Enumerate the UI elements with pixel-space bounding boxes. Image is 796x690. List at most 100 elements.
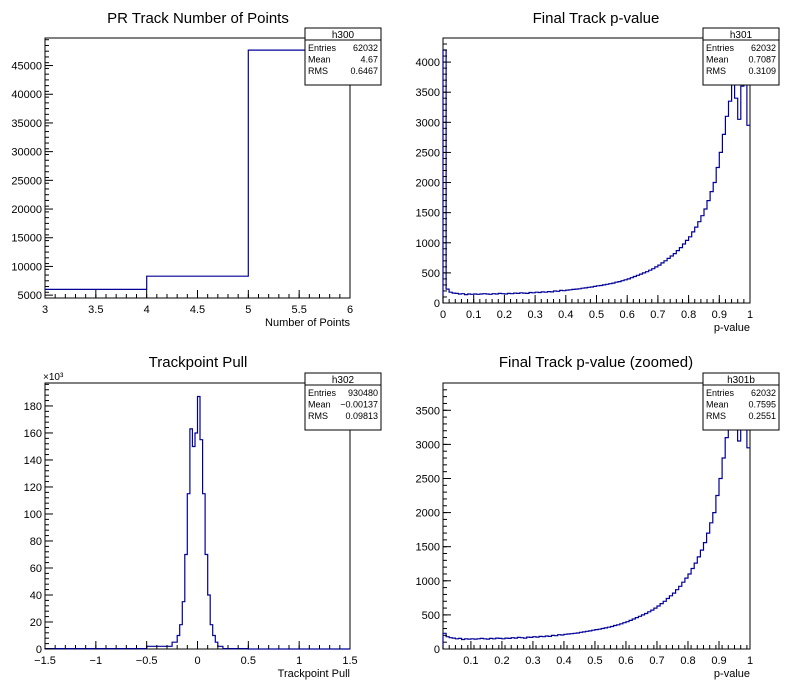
y-tick-label: 2000 bbox=[416, 508, 440, 520]
plot-frame bbox=[442, 382, 751, 650]
x-tick-label: 0.7 bbox=[649, 655, 664, 667]
stats-box-name: h302 bbox=[332, 375, 355, 386]
y-tick-label: 3000 bbox=[416, 439, 440, 451]
x-tick-label: 0.4 bbox=[556, 655, 571, 667]
x-tick-label: 1 bbox=[747, 309, 753, 321]
stats-box-name: h301 bbox=[730, 30, 753, 41]
x-tick-label: −1.5 bbox=[34, 655, 56, 667]
histogram-line bbox=[442, 49, 750, 303]
stats-row-value: 930480 bbox=[348, 388, 378, 398]
x-tick-label: 0.5 bbox=[589, 309, 604, 321]
x-tick-label: 0.2 bbox=[497, 309, 512, 321]
x-tick-label: −1 bbox=[90, 655, 103, 667]
stats-row-value: 62032 bbox=[751, 388, 776, 398]
histogram-line bbox=[44, 395, 350, 650]
x-axis-label: Trackpoint Pull bbox=[278, 668, 350, 680]
y-tick-label: 180 bbox=[24, 401, 42, 413]
stats-box-frame bbox=[702, 27, 780, 86]
stats-box: h301b Entries 62032 Mean 0.7595 RMS 0.2551 bbox=[702, 372, 780, 431]
y-tick-label: 3500 bbox=[416, 405, 440, 417]
y-tick-label: 3000 bbox=[416, 117, 440, 129]
y-tick-label: 1500 bbox=[416, 542, 440, 554]
stats-box-frame bbox=[702, 372, 780, 431]
stats-row-value: 4.67 bbox=[360, 55, 378, 65]
x-tick-label: 1.5 bbox=[342, 655, 357, 667]
y-tick-label: 0 bbox=[36, 644, 42, 656]
stats-row-key: RMS bbox=[308, 411, 328, 421]
y-tick-label: 0 bbox=[434, 298, 440, 310]
x-tick-label: −0.5 bbox=[136, 655, 158, 667]
stats-row-value: 0.3109 bbox=[748, 66, 776, 76]
histogram-pad: Trackpoint Pull −1.5 −1 −0.5 0 0.5 1 1.5 0 20 40 60… bbox=[24, 354, 382, 680]
y-tick-label: 160 bbox=[24, 428, 42, 440]
histogram-pad: PR Track Number of Points 3 3.5 4 4.5 5 5.5 6 50… bbox=[11, 10, 382, 329]
x-axis-label: p-value bbox=[714, 668, 750, 680]
stats-row-key: Entries bbox=[308, 43, 337, 53]
chart-title: Final Track p-value (zoomed) bbox=[499, 354, 693, 371]
stats-row-key: RMS bbox=[308, 66, 328, 76]
y-tick-label: 60 bbox=[30, 563, 42, 575]
stats-box-frame bbox=[304, 27, 382, 86]
stats-row-key: Entries bbox=[308, 388, 337, 398]
y-tick-label: 140 bbox=[24, 455, 42, 467]
x-tick-label: 0.5 bbox=[241, 655, 256, 667]
x-tick-label: 0.9 bbox=[711, 655, 726, 667]
stats-row-value: 0.2551 bbox=[748, 411, 776, 421]
y-tick-label: 5000 bbox=[18, 290, 42, 302]
y-exponent-label: ×10³ bbox=[43, 372, 64, 383]
x-tick-label: 0.1 bbox=[463, 655, 478, 667]
x-tick-label: 0.2 bbox=[494, 655, 509, 667]
x-tick-label: 0.9 bbox=[712, 309, 727, 321]
x-tick-label: 3.5 bbox=[88, 304, 103, 316]
stats-box: h301 Entries 62032 Mean 0.7087 RMS 0.3109 bbox=[702, 27, 780, 86]
y-tick-label: 1000 bbox=[416, 238, 440, 250]
stats-box-name: h301b bbox=[727, 375, 755, 386]
y-tick-label: 2500 bbox=[416, 147, 440, 159]
x-tick-label: 4 bbox=[144, 304, 150, 316]
y-tick-label: 100 bbox=[24, 509, 42, 521]
stats-row-key: Entries bbox=[706, 43, 735, 53]
stats-row-value: 62032 bbox=[751, 43, 776, 53]
y-tick-label: 20000 bbox=[11, 204, 42, 216]
y-tick-label: 40 bbox=[30, 590, 42, 602]
histogram-pad: Final Track p-value (zoomed) 0.1 0.2 0.3 0.4… bbox=[416, 354, 780, 680]
y-tick-label: 4000 bbox=[416, 57, 440, 69]
histogram-line bbox=[442, 385, 750, 649]
x-axis-label: p-value bbox=[714, 322, 750, 334]
stats-row-key: Entries bbox=[706, 388, 735, 398]
y-tick-label: 1500 bbox=[416, 208, 440, 220]
x-tick-label: 0.7 bbox=[650, 309, 665, 321]
stats-row-value: −0.00137 bbox=[340, 400, 378, 410]
stats-box: h300 Entries 62032 Mean 4.67 RMS 0.6467 bbox=[304, 27, 382, 86]
x-tick-label: 0.4 bbox=[558, 309, 573, 321]
x-tick-label: 3 bbox=[42, 304, 48, 316]
x-tick-label: 5 bbox=[245, 304, 251, 316]
x-tick-label: 0.8 bbox=[681, 309, 696, 321]
stats-row-key: Mean bbox=[308, 400, 331, 410]
x-tick-label: 0.1 bbox=[466, 309, 481, 321]
chart-title: Trackpoint Pull bbox=[149, 354, 248, 371]
x-tick-label: 4.5 bbox=[190, 304, 205, 316]
y-tick-label: 45000 bbox=[11, 61, 42, 73]
y-tick-label: 25000 bbox=[11, 175, 42, 187]
y-tick-label: 80 bbox=[30, 536, 42, 548]
stats-row-key: Mean bbox=[706, 55, 729, 65]
stats-row-key: Mean bbox=[308, 55, 331, 65]
x-tick-label: 5.5 bbox=[292, 304, 307, 316]
stats-row-value: 0.6467 bbox=[350, 66, 378, 76]
y-tick-label: 500 bbox=[422, 268, 440, 280]
y-tick-label: 40000 bbox=[11, 89, 42, 101]
chart-title: Final Track p-value bbox=[533, 10, 660, 27]
histogram-line bbox=[45, 49, 350, 290]
stats-box-frame bbox=[304, 372, 382, 431]
stats-box-name: h300 bbox=[332, 30, 355, 41]
stats-row-value: 0.09813 bbox=[345, 411, 378, 421]
y-tick-label: 3500 bbox=[416, 87, 440, 99]
stats-row-key: RMS bbox=[706, 66, 726, 76]
x-tick-label: 6 bbox=[347, 304, 353, 316]
y-tick-label: 1000 bbox=[416, 576, 440, 588]
chart-title: PR Track Number of Points bbox=[107, 10, 289, 27]
x-tick-label: 0.3 bbox=[527, 309, 542, 321]
y-tick-label: 2500 bbox=[416, 473, 440, 485]
